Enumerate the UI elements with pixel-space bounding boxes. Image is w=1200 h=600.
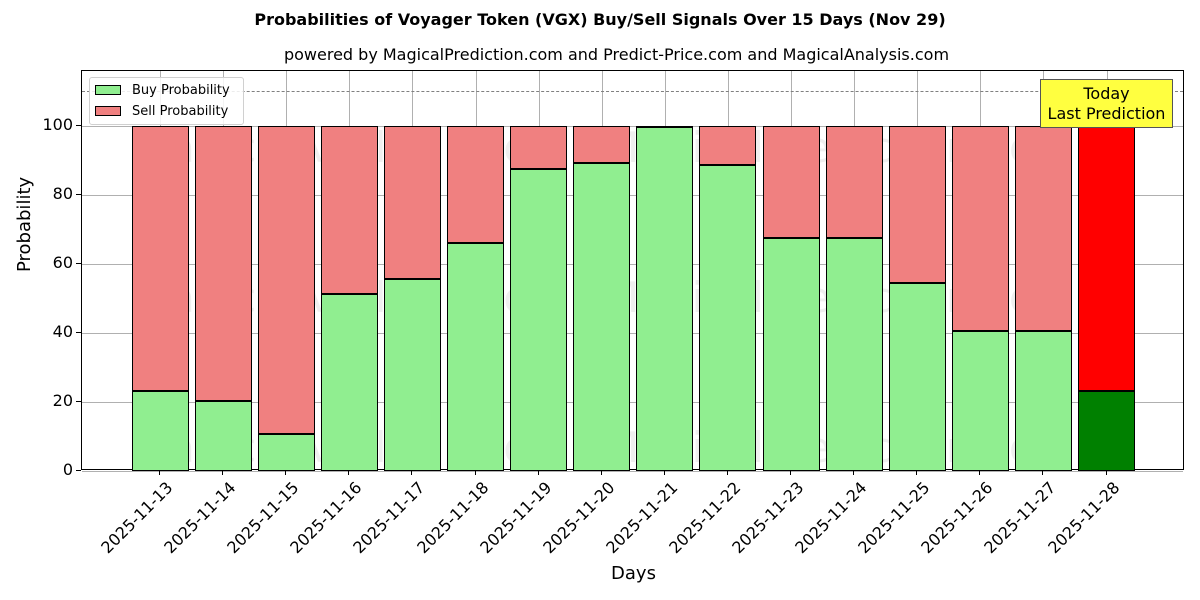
sell-segment <box>888 125 946 284</box>
sell-segment <box>447 125 504 243</box>
buy-segment <box>131 391 189 471</box>
bar-2025-11-20 <box>573 71 631 471</box>
y-tick-mark <box>76 124 81 126</box>
y-axis-label: Probability <box>14 176 35 272</box>
legend-item-buy: Buy Probability <box>95 82 230 98</box>
buy-segment <box>825 238 883 471</box>
buy-segment <box>510 169 568 471</box>
bar-2025-11-24 <box>825 71 883 471</box>
bar-2025-11-26 <box>951 71 1009 471</box>
chart-title: Probabilities of Voyager Token (VGX) Buy… <box>254 10 946 29</box>
grid-line-horizontal <box>82 125 1183 127</box>
legend-item-sell: Sell Probability <box>95 103 228 119</box>
sell-segment <box>825 125 883 239</box>
bar-2025-11-19 <box>510 71 568 471</box>
sell-segment <box>636 125 694 128</box>
y-tick-mark <box>76 262 81 264</box>
sell-segment <box>383 125 441 280</box>
legend-buy-label: Buy Probability <box>132 82 230 98</box>
x-tick-mark <box>474 470 476 475</box>
buy-swatch-icon <box>95 85 121 95</box>
x-tick-mark <box>663 470 665 475</box>
bar-2025-11-17 <box>383 71 441 471</box>
chart-subtitle: powered by MagicalPrediction.com and Pre… <box>283 45 950 64</box>
annotation-line-1: Today <box>1083 84 1130 103</box>
x-tick-mark <box>222 470 224 475</box>
y-tick-mark <box>76 400 81 402</box>
today-annotation: Today Last Prediction <box>1040 79 1173 128</box>
sell-segment <box>951 125 1009 332</box>
buy-segment <box>383 279 441 471</box>
plot-area: MagicalAnalysis.comMagicalPrediction.com… <box>81 70 1184 472</box>
sell-segment <box>510 125 568 170</box>
legend-sell-label: Sell Probability <box>132 103 229 119</box>
sell-segment <box>573 125 631 163</box>
y-tick-label: 80 <box>52 183 73 203</box>
bar-2025-11-13 <box>131 71 189 471</box>
x-tick-mark <box>600 470 602 475</box>
grid-line-horizontal <box>82 194 1183 196</box>
x-tick-mark <box>790 470 791 475</box>
bar-2025-11-27 <box>1014 71 1072 471</box>
legend: Buy Probability Sell Probability <box>89 77 244 125</box>
buy-segment <box>447 242 504 471</box>
sell-segment <box>699 125 757 165</box>
y-tick-label: 20 <box>52 390 73 410</box>
sell-segment <box>1078 125 1135 391</box>
buy-segment <box>573 162 631 471</box>
grid-line-horizontal <box>82 263 1183 265</box>
buy-segment <box>762 238 820 471</box>
buy-segment <box>1014 331 1072 471</box>
x-tick-mark <box>1042 470 1044 475</box>
grid-line-horizontal <box>82 471 1183 472</box>
y-tick-mark <box>76 470 81 471</box>
x-tick-mark <box>726 470 728 475</box>
bar-2025-11-21 <box>636 71 694 471</box>
sell-segment <box>1014 125 1072 332</box>
y-tick-mark <box>76 193 81 195</box>
buy-segment <box>320 293 378 471</box>
annotation-line-2: Last Prediction <box>1047 104 1166 123</box>
bar-2025-11-23 <box>762 71 820 471</box>
bar-2025-11-14 <box>194 71 252 471</box>
x-axis-label: Days <box>611 563 656 584</box>
y-tick-mark <box>76 331 81 333</box>
x-tick-mark <box>537 470 539 475</box>
x-tick-mark <box>159 470 160 475</box>
x-tick-mark <box>348 470 350 475</box>
x-tick-mark <box>916 470 918 475</box>
x-tick-mark <box>411 470 413 475</box>
buy-segment <box>888 283 946 471</box>
sell-swatch-icon <box>95 106 121 116</box>
buy-segment <box>1078 390 1135 471</box>
bar-2025-11-25 <box>888 71 946 471</box>
x-tick-mark <box>853 470 855 475</box>
grid-line-horizontal <box>82 401 1183 403</box>
sell-segment <box>320 125 378 294</box>
buy-segment <box>636 126 694 471</box>
x-tick-mark <box>1105 470 1107 475</box>
x-tick-mark <box>285 470 287 475</box>
sell-segment <box>194 125 252 402</box>
bar-2025-11-15 <box>257 71 315 471</box>
sell-segment <box>257 125 315 435</box>
bar-2025-11-18 <box>447 71 504 471</box>
bar-2025-11-16 <box>320 71 378 471</box>
sell-segment <box>131 125 189 392</box>
y-tick-label: 40 <box>52 321 73 341</box>
x-tick-mark <box>979 470 981 475</box>
buy-segment <box>951 331 1009 471</box>
sell-segment <box>762 125 820 239</box>
buy-segment <box>257 434 315 471</box>
y-tick-label: 0 <box>62 460 73 479</box>
bar-2025-11-22 <box>699 71 757 471</box>
grid-line-horizontal <box>82 332 1183 334</box>
buy-segment <box>699 164 757 471</box>
bar-2025-11-28 <box>1078 71 1135 471</box>
buy-segment <box>194 401 252 471</box>
y-tick-label: 100 <box>42 114 73 134</box>
reference-line <box>82 91 1183 93</box>
y-tick-label: 60 <box>52 252 73 272</box>
